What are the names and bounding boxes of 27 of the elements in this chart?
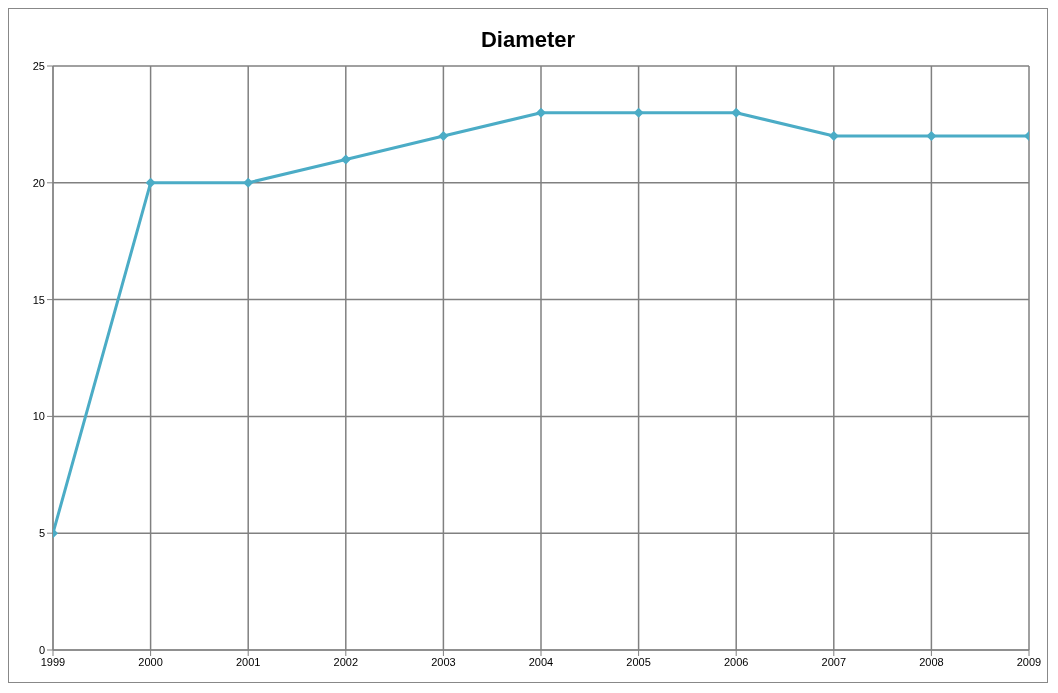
point: [438, 131, 449, 142]
x-tick-label: 1999: [40, 655, 66, 668]
y-tick-label: 5: [38, 527, 45, 540]
point: [340, 154, 351, 165]
y-tick-label: 25: [32, 59, 45, 72]
x-tick-label: 2009: [1016, 655, 1042, 668]
point: [633, 107, 644, 118]
point: [145, 177, 156, 188]
x-tick-label: 2002: [333, 655, 359, 668]
point: [926, 131, 937, 142]
y-tick-label: 0: [38, 643, 45, 656]
x-tick-label: 2004: [528, 655, 554, 668]
x-tick-label: 2006: [723, 655, 749, 668]
x-tick-label: 2001: [235, 655, 261, 668]
x-tick-label: 2008: [919, 655, 944, 668]
chart-title: Diameter: [479, 27, 577, 53]
point: [731, 107, 742, 118]
y-tick-label: 10: [32, 410, 45, 423]
y-tick-label: 20: [32, 176, 45, 189]
point: [536, 107, 546, 118]
x-tick-label: 2003: [431, 655, 456, 668]
y-tick-label: 15: [32, 293, 45, 306]
point: [243, 177, 254, 188]
point: [828, 131, 839, 142]
x-tick-label: 2005: [626, 655, 651, 668]
x-tick-label: 2007: [821, 655, 847, 668]
x-tick-label: 2000: [138, 655, 163, 668]
